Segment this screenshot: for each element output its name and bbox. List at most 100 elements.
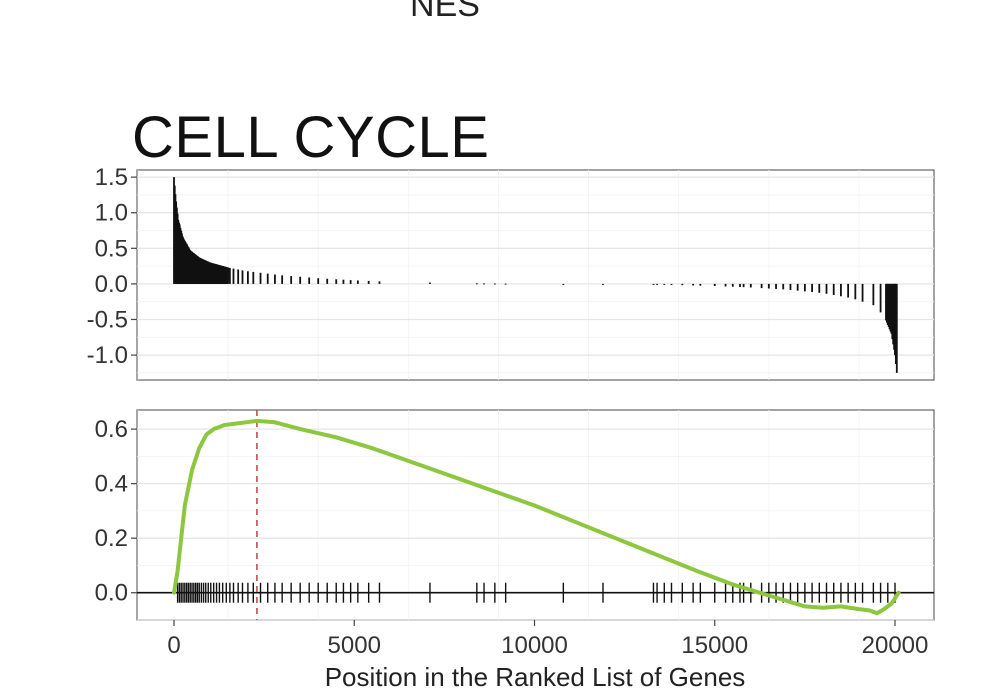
metric-bar — [782, 283, 785, 290]
x-tick-label: 0 — [167, 632, 180, 659]
gene-hit-ticks — [137, 582, 934, 603]
metric-bar — [803, 283, 806, 292]
ranked-metric-gridlines — [137, 170, 934, 380]
metric-bar — [886, 283, 889, 325]
metric-bar — [840, 283, 842, 297]
metric-bar — [885, 283, 888, 323]
metric-bar — [861, 283, 864, 302]
metric-bar — [796, 283, 799, 291]
metric-bar — [308, 277, 311, 284]
metric-bar — [475, 283, 478, 285]
metric-bar — [893, 283, 895, 350]
metric-bar — [879, 283, 882, 313]
metric-bar — [699, 283, 702, 286]
metric-bar — [742, 283, 745, 288]
metric-bar — [854, 283, 857, 300]
top-label: NES — [410, 0, 480, 24]
chart-title: CELL CYCLE — [132, 105, 490, 170]
enrichment-score-panel: 0.6 0.4 0.2 0.0 — [95, 409, 935, 621]
y-tick-label: 0.4 — [95, 471, 128, 498]
metric-bar — [891, 283, 894, 340]
y-tick-label: 1.0 — [95, 200, 128, 227]
metric-bar — [504, 283, 507, 285]
metric-bar — [775, 283, 777, 289]
metric-bar — [326, 278, 329, 284]
metric-bar — [266, 273, 269, 284]
metric-bar — [681, 283, 684, 286]
metric-bar — [663, 283, 666, 285]
y-tick-label: 0.6 — [95, 416, 128, 443]
y-tick-label: 0.0 — [95, 580, 128, 607]
metric-bar — [227, 267, 229, 284]
metric-bar — [562, 283, 565, 285]
metric-bar — [349, 280, 352, 284]
metric-bar — [656, 283, 658, 285]
ranked-metric-bars — [173, 177, 898, 373]
metric-bar — [228, 267, 231, 284]
metric-bar — [367, 280, 370, 284]
metric-bar — [887, 283, 890, 328]
metric-bar — [429, 282, 431, 284]
metric-bar — [692, 283, 695, 286]
metric-bar — [894, 283, 896, 356]
metric-bar — [335, 279, 338, 284]
metric-bar — [739, 283, 741, 288]
metric-bar — [767, 283, 770, 289]
metric-bar — [895, 283, 898, 373]
metric-bar — [670, 283, 673, 285]
metric-bar — [247, 271, 249, 284]
ranked-metric-y-axis: 1.5 1.0 0.5 0.0 -0.5 -1.0 — [87, 164, 137, 369]
metric-bar — [872, 283, 875, 306]
metric-bar — [483, 283, 485, 285]
metric-bar — [281, 275, 284, 284]
metric-bar — [749, 283, 752, 288]
metric-bar — [825, 283, 828, 294]
metric-bar — [241, 270, 244, 284]
x-tick-label: 5000 — [328, 632, 381, 659]
y-tick-label: 0.0 — [95, 271, 128, 298]
metric-bar — [356, 280, 359, 284]
metric-bar — [317, 278, 320, 284]
x-tick-label: 10000 — [501, 632, 568, 659]
y-tick-label: -1.0 — [87, 342, 128, 369]
metric-bar — [811, 283, 813, 293]
metric-bar — [378, 281, 381, 284]
x-axis: 0 5000 10000 15000 20000 — [167, 620, 928, 659]
metric-bar — [889, 283, 892, 332]
metric-bar — [731, 283, 734, 287]
metric-bar — [818, 283, 821, 293]
metric-bar — [713, 283, 716, 287]
metric-bar — [602, 283, 604, 285]
x-axis-title: Position in the Ranked List of Genes — [325, 662, 746, 692]
x-tick-label: 20000 — [862, 632, 929, 659]
metric-bar — [892, 283, 895, 345]
y-tick-label: 1.5 — [95, 164, 128, 191]
metric-bar — [890, 283, 893, 334]
y-tick-label: -0.5 — [87, 306, 128, 333]
y-tick-label: 0.2 — [95, 525, 128, 552]
metric-bar — [237, 269, 240, 284]
enrichment-score-gridlines — [137, 410, 934, 621]
metric-bar — [342, 279, 345, 284]
metric-bar — [789, 283, 792, 290]
enrichment-score-panel-frame — [136, 409, 935, 621]
metric-bar — [493, 283, 496, 285]
metric-bar — [724, 283, 727, 287]
metric-bar — [232, 268, 235, 284]
enrichment-score-y-axis: 0.6 0.4 0.2 0.0 — [95, 416, 137, 607]
metric-bar — [299, 276, 302, 284]
metric-bar — [832, 283, 835, 296]
y-tick-label: 0.5 — [95, 235, 128, 262]
ranked-metric-panel-frame — [136, 169, 935, 381]
ranked-metric-panel: 1.5 1.0 0.5 0.0 -0.5 -1.0 — [87, 164, 935, 381]
metric-bar — [252, 271, 255, 284]
metric-bar — [885, 283, 887, 321]
metric-bar — [760, 283, 763, 289]
metric-bar — [847, 283, 850, 298]
metric-bar — [274, 274, 276, 284]
metric-bar — [652, 283, 655, 285]
metric-bar — [888, 283, 891, 330]
metric-bar — [895, 283, 897, 364]
metric-bar — [290, 276, 293, 284]
